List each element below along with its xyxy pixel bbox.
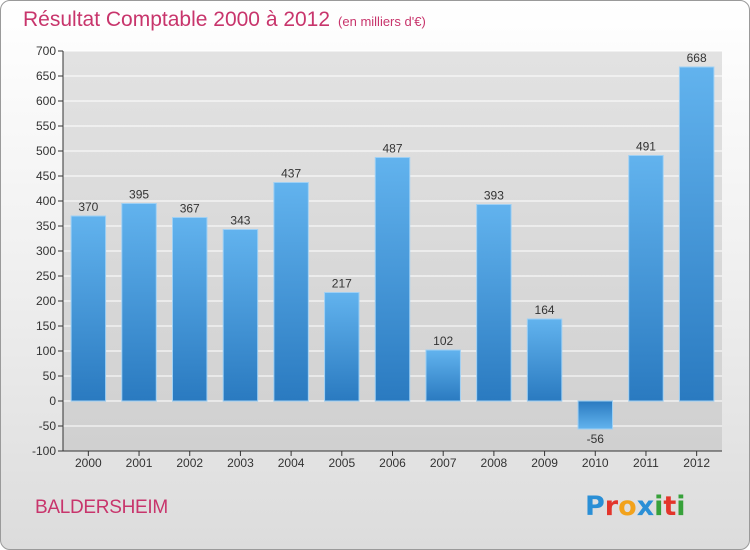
y-tick-label: -100 [32, 444, 56, 458]
bar-2011 [628, 155, 664, 402]
x-tick-label: 2005 [328, 456, 355, 470]
y-tick-label: 350 [36, 219, 56, 233]
chart-title: Résultat Comptable 2000 à 2012 (en millie… [23, 8, 426, 32]
y-tick-label: 300 [36, 244, 56, 258]
y-tick-label: 50 [43, 369, 57, 383]
bar-2007 [425, 349, 461, 402]
logo-letter: i [676, 491, 686, 522]
x-tick-label: 2004 [278, 456, 305, 470]
data-label: 164 [535, 303, 555, 317]
data-label: 487 [382, 142, 402, 156]
data-label: 668 [687, 51, 707, 65]
proxiti-logo: Proxiti [585, 491, 686, 522]
data-label: 370 [78, 200, 98, 214]
y-tick-label: 700 [36, 44, 56, 58]
x-tick-label: 2000 [75, 456, 102, 470]
y-tick-label: 0 [49, 394, 56, 408]
logo-letter: P [585, 491, 605, 522]
x-tick-label: 2003 [227, 456, 254, 470]
y-tick-label: 250 [36, 269, 56, 283]
y-tick-label: 450 [36, 169, 56, 183]
chart-subtitle: (en milliers d'€) [338, 14, 426, 29]
bar-2010 [577, 400, 614, 430]
logo-letter: r [604, 491, 619, 522]
y-tick-label: 100 [36, 344, 56, 358]
bar-2012 [678, 66, 715, 402]
data-label: 393 [484, 189, 504, 203]
x-tick-label: 2006 [379, 456, 406, 470]
logo-letter: i [654, 491, 664, 522]
x-tick-label: 2012 [683, 456, 710, 470]
bar-2006 [374, 157, 411, 402]
logo-letter: t [663, 491, 677, 522]
bar-2005 [324, 292, 360, 402]
data-label: 217 [332, 277, 352, 291]
y-tick-label: 200 [36, 294, 56, 308]
bar-2008 [476, 204, 512, 402]
y-tick-label: 400 [36, 194, 56, 208]
commune-name: BALDERSHEIM [35, 497, 168, 518]
data-label: -56 [587, 432, 605, 446]
data-label: 343 [230, 214, 250, 228]
x-tick-label: 2007 [430, 456, 457, 470]
data-label: 367 [180, 202, 200, 216]
x-tick-label: 2001 [126, 456, 153, 470]
data-label: 491 [636, 140, 656, 154]
data-label: 395 [129, 188, 149, 202]
x-tick-label: 2002 [176, 456, 203, 470]
y-tick-label: 150 [36, 319, 56, 333]
bar-2003 [222, 229, 259, 402]
logo-letter: o [618, 491, 637, 522]
x-tick-label: 2010 [582, 456, 609, 470]
logo-letter: x [636, 491, 655, 522]
bar-2001 [121, 203, 157, 402]
chart-title-text: Résultat Comptable 2000 à 2012 [23, 8, 331, 31]
y-tick-label: 550 [36, 119, 56, 133]
bar-2004 [273, 182, 309, 402]
x-tick-label: 2008 [481, 456, 508, 470]
y-tick-label: -50 [39, 419, 57, 433]
bar-2000 [70, 215, 107, 402]
y-tick-label: 600 [36, 94, 56, 108]
bar-2002 [171, 217, 208, 402]
y-tick-label: 500 [36, 144, 56, 158]
x-tick-label: 2009 [531, 456, 558, 470]
bar-2009 [526, 318, 563, 402]
data-label: 437 [281, 167, 301, 181]
y-tick-label: 650 [36, 69, 56, 83]
data-label: 102 [433, 334, 453, 348]
x-tick-label: 2011 [633, 456, 659, 470]
